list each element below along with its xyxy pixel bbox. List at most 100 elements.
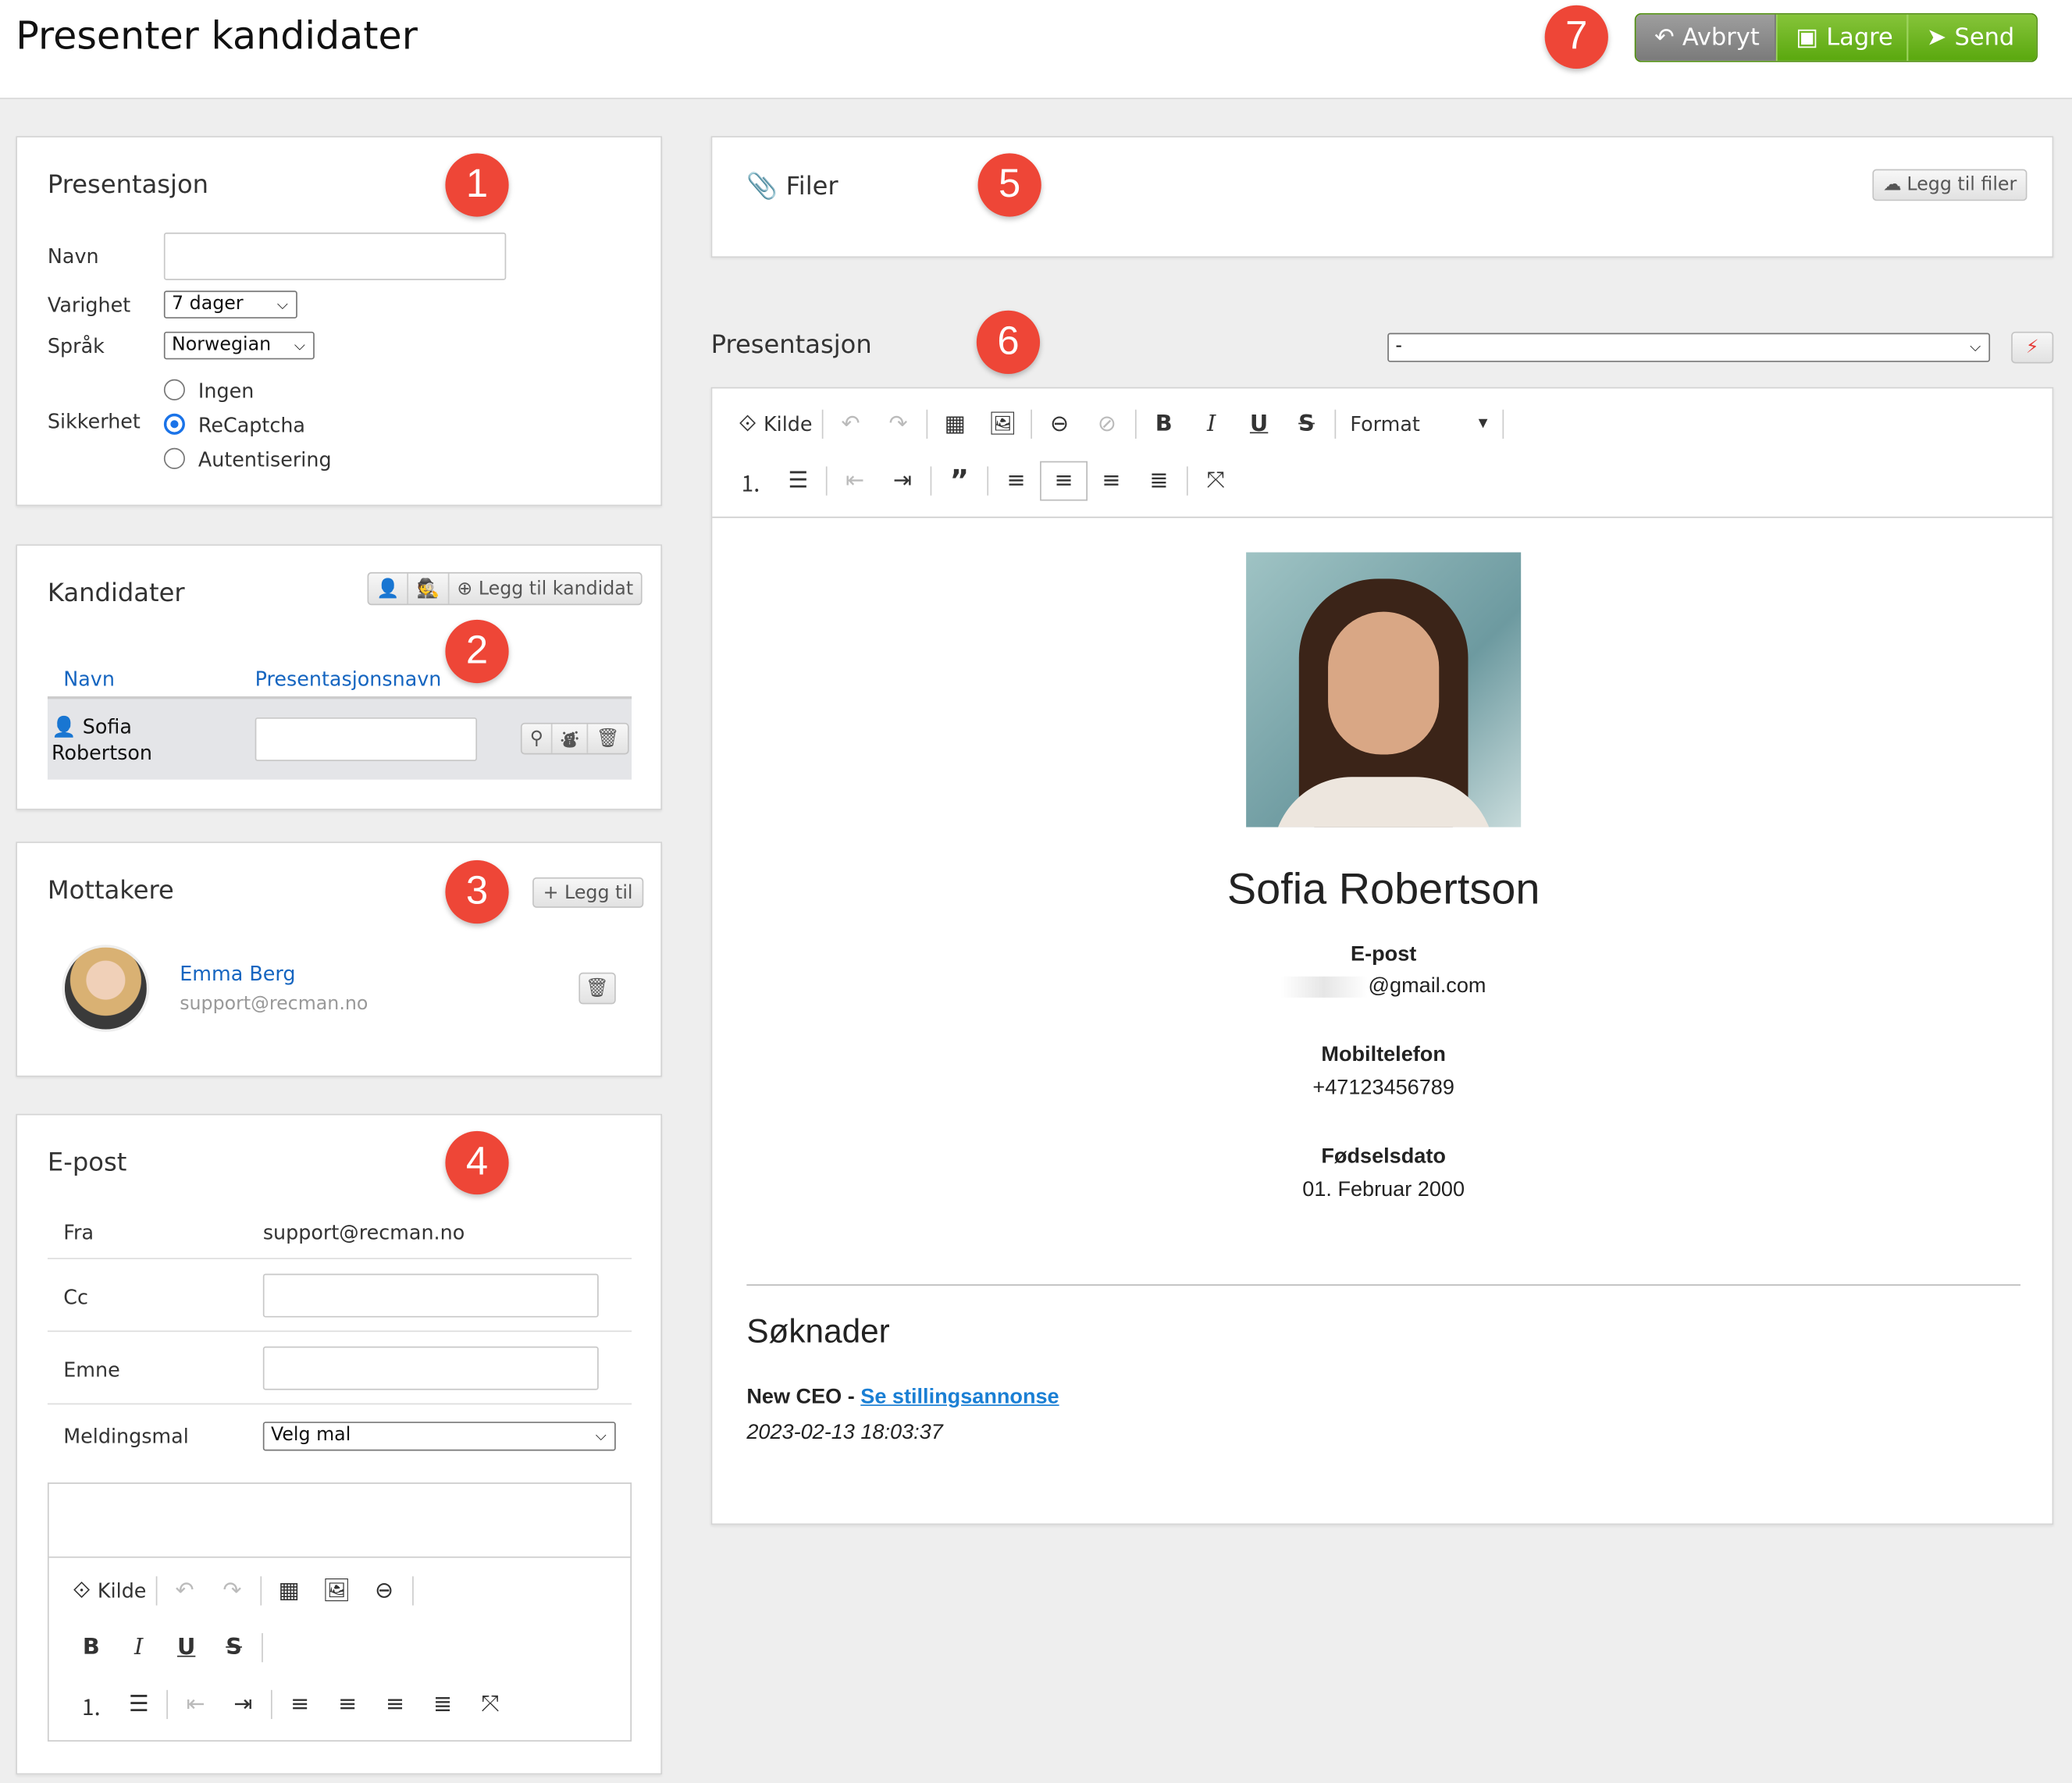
presentation-name-input[interactable] <box>255 717 478 761</box>
source-label: Kilde <box>97 1578 147 1603</box>
language-select[interactable]: Norwegian ⌵ <box>163 331 315 360</box>
divider <box>47 1330 632 1333</box>
indent-icon[interactable]: ⇥ <box>233 1691 253 1718</box>
presentation-editor: ⟐ Kilde ↶ ↷ ▦ 🖼 ⊖ ⊘ B I U S Format ▼ ⒈ ☰ ⇤ ⇥ ” ≡ ≡… <box>710 386 2054 1525</box>
align-center-icon[interactable]: ≡ <box>338 1691 358 1718</box>
italic-icon[interactable]: I <box>1206 411 1216 438</box>
save-button[interactable]: ▣ Lagre <box>1775 14 1907 61</box>
numbered-list-icon[interactable]: ⒈ <box>739 471 762 498</box>
strikethrough-icon[interactable]: S <box>1298 411 1315 438</box>
source-button[interactable]: ⟐ Kilde <box>73 1577 147 1604</box>
divider <box>47 1403 632 1405</box>
anonymous-icon[interactable]: ⛇ <box>553 724 589 753</box>
bullet-list-icon[interactable]: ☰ <box>128 1691 149 1718</box>
source-label: Kilde <box>764 412 813 436</box>
name-label: Navn <box>47 244 99 269</box>
link-icon[interactable]: ⊖ <box>1049 411 1070 438</box>
template-label: Meldingsmal <box>63 1424 189 1449</box>
justify-icon[interactable]: ≣ <box>433 1691 453 1718</box>
lightning-icon: ⚡ <box>2025 336 2039 358</box>
birth-value: 01. Februar 2000 <box>1302 1178 1465 1201</box>
source-button[interactable]: ⟐ Kilde <box>739 411 813 438</box>
align-left-icon[interactable]: ≡ <box>290 1691 310 1718</box>
unlink-icon[interactable]: ⊘ <box>1097 411 1117 438</box>
phone-value: +47123456789 <box>1312 1077 1454 1100</box>
generate-button[interactable]: ⚡ <box>2011 331 2054 364</box>
radio-autentisering[interactable] <box>163 447 185 469</box>
trash-icon: 🗑 <box>586 977 610 999</box>
link-icon[interactable]: ⊖ <box>375 1577 394 1604</box>
bullet-list-icon[interactable]: ☰ <box>788 468 809 495</box>
redo-icon[interactable]: ↷ <box>888 411 908 438</box>
delete-recipient-button[interactable]: 🗑 <box>579 972 616 1005</box>
strikethrough-icon[interactable]: S <box>226 1634 242 1661</box>
underline-icon[interactable]: U <box>1249 411 1269 438</box>
email-editor: ⟐ Kilde ↶ ↷ ▦ 🖼 ⊖ B I U S ⒈ ☰ ⇤ ⇥ ≡ ≡ ≡ ≣ ⤧ <box>47 1482 632 1742</box>
recipient-name[interactable]: Emma Berg <box>180 962 296 986</box>
column-header-presentation-name[interactable]: Presentasjonsnavn <box>255 667 442 692</box>
candidate-name[interactable]: Sofia Robertson <box>52 714 153 766</box>
justify-icon[interactable]: ≣ <box>1149 468 1169 495</box>
outdent-icon[interactable]: ⇤ <box>186 1691 205 1718</box>
align-right-icon[interactable]: ≡ <box>386 1691 405 1718</box>
presentation-template-select[interactable]: - ⌵ <box>1387 333 1991 362</box>
add-recipient-button[interactable]: + Legg til <box>532 877 644 908</box>
numbered-list-icon[interactable]: ⒈ <box>80 1694 103 1721</box>
align-center-icon[interactable]: ≡ <box>1040 461 1088 501</box>
italic-icon[interactable]: I <box>134 1634 144 1661</box>
paper-plane-icon: ➤ <box>1926 23 1947 52</box>
phone-label: Mobiltelefon <box>1321 1044 1446 1066</box>
person-outline-icon[interactable]: ⚲ <box>522 724 553 753</box>
step-badge: 2 <box>445 619 509 684</box>
duration-select[interactable]: 7 dager ⌵ <box>163 290 297 319</box>
redo-icon[interactable]: ↷ <box>223 1577 242 1604</box>
format-dropdown[interactable]: Format ▼ <box>1340 404 1498 444</box>
blockquote-icon[interactable]: ” <box>949 464 970 498</box>
add-files-button[interactable]: ☁ Legg til filer <box>1872 169 2027 201</box>
undo-icon[interactable]: ↶ <box>841 411 860 438</box>
cc-input[interactable] <box>262 1273 599 1318</box>
format-label: Format <box>1350 412 1420 436</box>
chevron-down-icon: ⌵ <box>1970 338 1981 356</box>
subject-input[interactable] <box>262 1346 599 1390</box>
radio-label: ReCaptcha <box>198 413 305 438</box>
align-left-icon[interactable]: ≡ <box>1006 468 1026 495</box>
bold-icon[interactable]: B <box>1155 411 1173 438</box>
table-icon[interactable]: ▦ <box>944 411 966 438</box>
language-label: Språk <box>47 334 105 358</box>
outdent-icon[interactable]: ⇤ <box>846 468 865 495</box>
add-candidate-button[interactable]: ⊕ Legg til kandidat <box>457 578 634 600</box>
job-ad-link[interactable]: Se stillingsannonse <box>860 1386 1059 1409</box>
image-icon[interactable]: 🖼 <box>322 1577 351 1604</box>
column-header-name[interactable]: Navn <box>63 667 115 692</box>
anonymous-icon[interactable]: 🕵 <box>409 573 450 604</box>
template-value: Velg mal <box>270 1424 351 1446</box>
align-right-icon[interactable]: ≡ <box>1102 468 1121 495</box>
paperclip-icon: 📎 <box>746 172 778 201</box>
birth-label: Fødselsdato <box>1321 1145 1446 1169</box>
radio-ingen[interactable] <box>163 379 185 400</box>
radio-recaptcha[interactable] <box>163 413 185 435</box>
undo-icon[interactable]: ↶ <box>175 1577 194 1604</box>
indent-icon[interactable]: ⇥ <box>892 468 913 495</box>
bold-icon[interactable]: B <box>82 1634 100 1661</box>
image-icon[interactable]: 🖼 <box>988 411 1017 438</box>
template-select[interactable]: Velg mal ⌵ <box>262 1422 616 1451</box>
name-input[interactable] <box>163 232 507 280</box>
underline-icon[interactable]: U <box>176 1634 196 1661</box>
cancel-button[interactable]: ↶ Avbryt <box>1636 14 1776 61</box>
person-icon: 👤 <box>52 714 77 739</box>
action-buttons: ↶ Avbryt ▣ Lagre ➤ Send <box>1634 12 2038 62</box>
files-panel: 📎 Filer 5 ☁ Legg til filer <box>710 136 2054 258</box>
candidates-panel: Kandidater 👤 🕵 ⊕ Legg til kandidat 2 Navn … <box>16 544 662 810</box>
trash-icon[interactable]: 🗑 <box>596 728 620 749</box>
presentation-title: Presentasjon <box>710 330 872 360</box>
step-badge: 6 <box>976 310 1041 375</box>
recipients-panel: Mottakere 3 + Legg til Emma Berg support… <box>16 842 662 1077</box>
table-icon[interactable]: ▦ <box>278 1577 300 1604</box>
maximize-icon[interactable]: ⤧ <box>1206 468 1225 495</box>
person-icon[interactable]: 👤 <box>368 573 409 604</box>
send-button[interactable]: ➤ Send <box>1906 14 2037 61</box>
radio-label: Ingen <box>198 379 255 404</box>
maximize-icon[interactable]: ⤧ <box>481 1691 500 1718</box>
